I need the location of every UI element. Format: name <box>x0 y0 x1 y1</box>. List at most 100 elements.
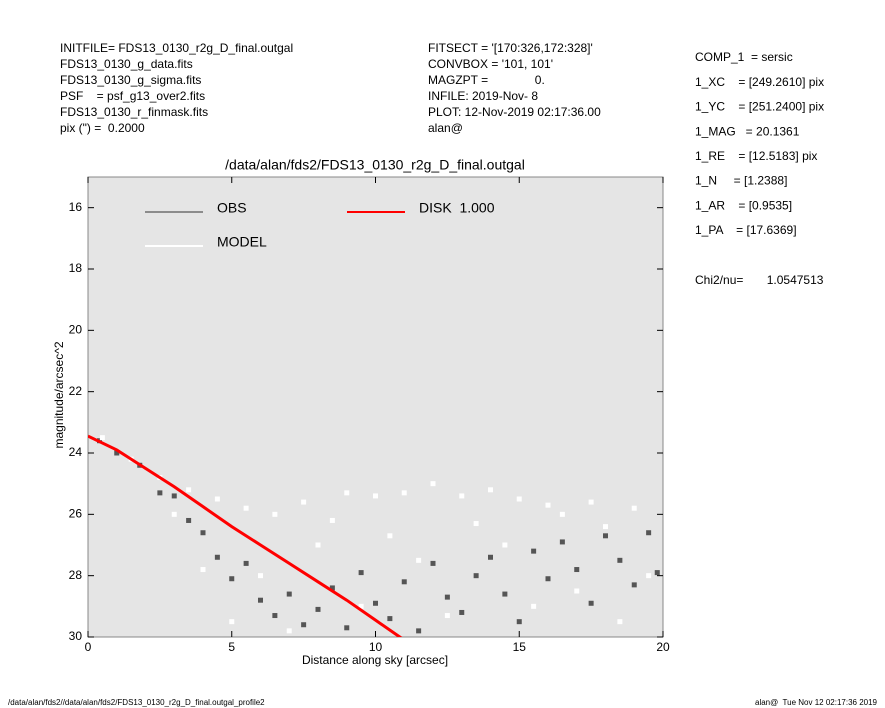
component-param: 1_RE = [12.5183] pix <box>695 149 817 163</box>
y-tick-label: 22 <box>69 384 83 398</box>
data-point <box>617 557 623 563</box>
header-line: pix (") = 0.2000 <box>60 121 145 135</box>
header-line: FDS13_0130_r_finmask.fits <box>60 105 208 119</box>
data-point <box>186 517 192 523</box>
y-tick-label: 24 <box>69 445 83 459</box>
data-point <box>416 628 422 634</box>
legend-label: MODEL <box>217 234 267 250</box>
data-point <box>301 499 307 505</box>
x-axis-label: Distance along sky [arcsec] <box>302 653 448 667</box>
header-line: FITSECT = '[170:326,172:328]' <box>428 41 593 55</box>
data-point <box>617 619 623 625</box>
data-point <box>114 450 120 456</box>
data-point <box>243 560 249 566</box>
component-param: 1_AR = [0.9535] <box>695 198 792 212</box>
data-point <box>200 530 206 536</box>
plot-area <box>87 176 664 638</box>
data-point <box>171 511 177 517</box>
data-point <box>646 573 652 579</box>
header-line: CONVBOX = '101, 101' <box>428 57 553 71</box>
y-tick-label: 18 <box>69 261 83 275</box>
data-point <box>588 600 594 606</box>
component-param: 1_PA = [17.6369] <box>695 223 797 237</box>
data-point <box>99 435 105 441</box>
data-point <box>574 567 580 573</box>
data-point <box>286 591 292 597</box>
data-point <box>574 588 580 594</box>
data-point <box>531 548 537 554</box>
data-point <box>373 493 378 499</box>
data-point <box>502 591 508 597</box>
component-param: COMP_1 = sersic <box>695 50 793 64</box>
data-point <box>459 493 465 499</box>
header-line: FDS13_0130_g_data.fits <box>60 57 193 71</box>
plot-marks <box>88 434 660 637</box>
data-point <box>214 554 220 560</box>
chart-title: /data/alan/fds2/FDS13_0130_r2g_D_final.o… <box>225 157 525 173</box>
data-point <box>416 557 422 563</box>
data-point <box>358 603 364 609</box>
data-point <box>545 576 551 582</box>
header-line: FDS13_0130_g_sigma.fits <box>60 73 201 87</box>
data-point <box>329 585 335 591</box>
data-point <box>373 600 378 606</box>
data-point <box>603 524 608 530</box>
y-tick-label: 28 <box>69 568 83 582</box>
component-param: 1_XC = [249.2610] pix <box>695 75 824 89</box>
data-point <box>603 533 608 539</box>
data-point <box>430 481 436 487</box>
data-point <box>258 597 263 603</box>
header-line: INFILE: 2019-Nov- 8 <box>428 89 538 103</box>
data-point <box>301 622 307 628</box>
data-point <box>171 493 177 499</box>
data-point <box>200 567 206 573</box>
data-point <box>631 582 637 588</box>
data-point <box>531 603 537 609</box>
data-point <box>459 609 465 615</box>
data-point <box>488 554 493 560</box>
data-point <box>473 573 479 579</box>
data-point <box>272 613 278 619</box>
data-point <box>631 505 637 511</box>
profile-line <box>88 434 403 637</box>
data-point <box>387 616 393 622</box>
data-point <box>387 533 393 539</box>
data-point <box>258 573 263 579</box>
y-tick-label: 16 <box>69 200 83 214</box>
data-point <box>344 490 350 496</box>
data-point <box>654 570 660 576</box>
component-param: 1_MAG = 20.1361 <box>695 124 800 138</box>
data-point <box>516 496 522 502</box>
data-point <box>358 570 364 576</box>
y-tick-label: 26 <box>69 507 83 521</box>
data-point <box>329 517 335 523</box>
chi2: Chi2/nu= 1.0547513 <box>695 273 824 287</box>
data-point <box>229 576 235 582</box>
header-line: PSF = psf_g13_over2.fits <box>60 89 205 103</box>
data-point <box>473 521 479 527</box>
component-param: 1_YC = [251.2400] pix <box>695 100 824 114</box>
data-point <box>344 625 350 631</box>
data-point <box>502 542 508 548</box>
data-point <box>646 530 652 536</box>
x-tick-label: 15 <box>513 640 527 654</box>
x-tick-label: 10 <box>369 640 383 654</box>
legend-label: DISK 1.000 <box>419 200 495 216</box>
data-point <box>430 560 436 566</box>
x-tick-label: 5 <box>228 640 235 654</box>
footer-left: /data/alan/fds2//data/alan/fds2/FDS13_01… <box>8 698 265 707</box>
header-line: alan@ <box>428 121 463 135</box>
data-point <box>315 606 321 612</box>
data-point <box>488 487 493 493</box>
data-point <box>214 496 220 502</box>
data-point <box>401 490 407 496</box>
y-tick-label: 20 <box>69 323 83 337</box>
data-point <box>444 594 450 600</box>
data-point <box>229 619 235 625</box>
data-point <box>286 628 292 634</box>
header-line: MAGZPT = 0. <box>428 73 545 87</box>
data-point <box>157 490 163 496</box>
data-point <box>186 487 192 493</box>
x-tick-label: 0 <box>85 640 92 654</box>
